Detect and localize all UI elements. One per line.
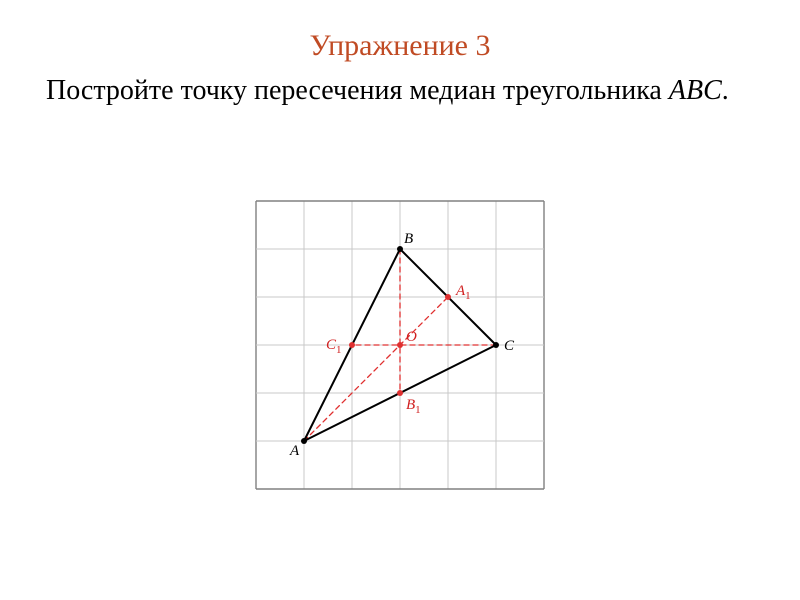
figure: A B C A1 B1 C1 O [230, 175, 570, 520]
svg-text:A1: A1 [455, 283, 471, 302]
svg-text:B: B [404, 231, 413, 247]
slide: Упражнение 3 Постройте точку пересечения… [0, 0, 800, 600]
svg-text:C1: C1 [326, 337, 342, 356]
svg-text:B1: B1 [406, 397, 421, 416]
body-italic: ABC [669, 75, 722, 106]
svg-text:C: C [504, 338, 515, 354]
geometry-diagram: A B C A1 B1 C1 O [230, 175, 570, 515]
exercise-body: Постройте точку пересечения медиан треуг… [46, 72, 754, 110]
svg-text:A: A [289, 443, 300, 459]
body-prefix: Постройте точку пересечения медиан треуг… [46, 75, 669, 106]
body-suffix: . [722, 75, 729, 106]
svg-text:O: O [406, 329, 417, 345]
exercise-title: Упражнение 3 [46, 28, 754, 64]
